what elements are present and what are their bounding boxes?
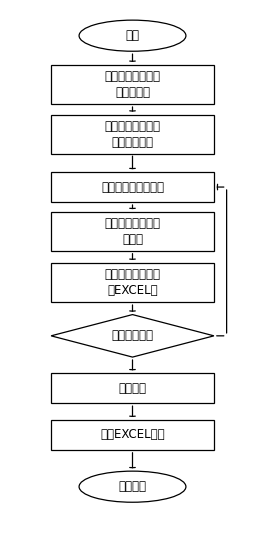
Text: 读取计数器测量数据: 读取计数器测量数据 bbox=[101, 180, 164, 193]
Polygon shape bbox=[51, 315, 214, 357]
Text: 停止测量: 停止测量 bbox=[118, 382, 147, 395]
FancyBboxPatch shape bbox=[51, 114, 214, 153]
FancyBboxPatch shape bbox=[51, 172, 214, 202]
Ellipse shape bbox=[79, 20, 186, 51]
Ellipse shape bbox=[79, 471, 186, 502]
FancyBboxPatch shape bbox=[51, 420, 214, 450]
Text: 将测量数据标在趋
势图上: 将测量数据标在趋 势图上 bbox=[104, 217, 161, 246]
Text: 退出程序: 退出程序 bbox=[118, 480, 147, 493]
Text: 将测量数据标存储
在EXCEL中: 将测量数据标存储 在EXCEL中 bbox=[104, 268, 161, 297]
FancyBboxPatch shape bbox=[51, 212, 214, 251]
FancyBboxPatch shape bbox=[51, 263, 214, 302]
Text: 设定计数器使用外
部参考信号: 设定计数器使用外 部参考信号 bbox=[104, 70, 161, 99]
Text: 开始: 开始 bbox=[126, 29, 139, 42]
Text: 测量次数到？: 测量次数到？ bbox=[112, 329, 153, 342]
FancyBboxPatch shape bbox=[51, 65, 214, 104]
Text: 设定计数器采集门
限，采集次数: 设定计数器采集门 限，采集次数 bbox=[104, 120, 161, 148]
Text: 保存EXCEL文件: 保存EXCEL文件 bbox=[100, 428, 165, 441]
FancyBboxPatch shape bbox=[51, 373, 214, 403]
